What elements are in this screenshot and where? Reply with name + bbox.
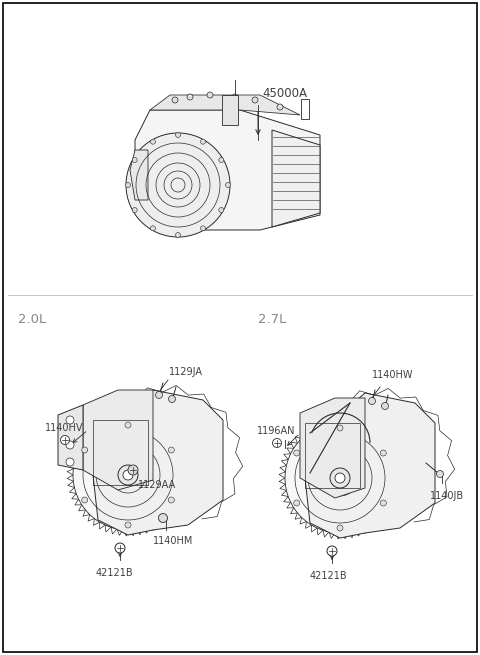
Circle shape — [125, 422, 131, 428]
Circle shape — [380, 450, 386, 456]
Circle shape — [330, 468, 350, 488]
Text: 2.0L: 2.0L — [18, 313, 46, 326]
Circle shape — [337, 525, 343, 531]
Polygon shape — [305, 393, 435, 538]
Circle shape — [277, 104, 283, 110]
Circle shape — [201, 140, 205, 144]
Circle shape — [436, 470, 444, 477]
Circle shape — [219, 208, 224, 212]
Circle shape — [176, 233, 180, 238]
Circle shape — [327, 546, 337, 556]
Circle shape — [125, 183, 131, 187]
Polygon shape — [150, 95, 300, 115]
Circle shape — [168, 396, 176, 403]
Circle shape — [273, 438, 281, 447]
Circle shape — [158, 514, 168, 523]
Polygon shape — [272, 130, 320, 227]
Circle shape — [132, 157, 137, 162]
Circle shape — [132, 208, 137, 212]
Circle shape — [337, 425, 343, 431]
Circle shape — [294, 450, 300, 456]
Text: 42121B: 42121B — [96, 568, 133, 578]
Circle shape — [172, 97, 178, 103]
Circle shape — [123, 470, 133, 480]
Circle shape — [151, 140, 156, 144]
Circle shape — [226, 183, 230, 187]
Polygon shape — [83, 390, 153, 490]
Polygon shape — [130, 150, 148, 200]
Circle shape — [82, 447, 88, 453]
Bar — [222, 95, 238, 125]
Text: 1129AA: 1129AA — [138, 480, 176, 490]
Circle shape — [252, 97, 258, 103]
Text: 42121B: 42121B — [310, 571, 348, 581]
Circle shape — [168, 497, 174, 503]
Circle shape — [369, 398, 375, 405]
Polygon shape — [300, 398, 365, 498]
Circle shape — [66, 441, 74, 449]
Text: 1140HW: 1140HW — [372, 370, 413, 380]
Circle shape — [60, 436, 70, 445]
Circle shape — [285, 423, 395, 533]
Bar — [301, 99, 309, 119]
Circle shape — [118, 465, 138, 485]
Text: 1140JB: 1140JB — [430, 491, 464, 501]
Bar — [93, 420, 148, 485]
Circle shape — [294, 500, 300, 506]
Circle shape — [125, 522, 131, 528]
Circle shape — [168, 447, 174, 453]
Polygon shape — [93, 390, 223, 535]
Circle shape — [73, 420, 183, 530]
Circle shape — [380, 500, 386, 506]
Circle shape — [176, 132, 180, 138]
Polygon shape — [58, 405, 83, 470]
Circle shape — [207, 92, 213, 98]
Circle shape — [201, 226, 205, 231]
Circle shape — [219, 157, 224, 162]
Text: 45000A: 45000A — [262, 87, 307, 100]
Circle shape — [115, 543, 125, 553]
Circle shape — [66, 458, 74, 466]
Text: 1140HV: 1140HV — [45, 423, 84, 433]
Circle shape — [335, 473, 345, 483]
Circle shape — [187, 94, 193, 100]
Circle shape — [126, 133, 230, 237]
Text: 1129JA: 1129JA — [169, 367, 203, 377]
Circle shape — [66, 416, 74, 424]
Circle shape — [382, 403, 388, 409]
Text: 1140HM: 1140HM — [153, 536, 193, 546]
Circle shape — [128, 465, 138, 475]
Circle shape — [151, 226, 156, 231]
Text: 1196AN: 1196AN — [257, 426, 296, 436]
Bar — [305, 423, 360, 488]
Circle shape — [232, 94, 238, 100]
Circle shape — [156, 392, 163, 398]
Circle shape — [82, 497, 88, 503]
Text: 2.7L: 2.7L — [258, 313, 287, 326]
Polygon shape — [135, 110, 320, 230]
